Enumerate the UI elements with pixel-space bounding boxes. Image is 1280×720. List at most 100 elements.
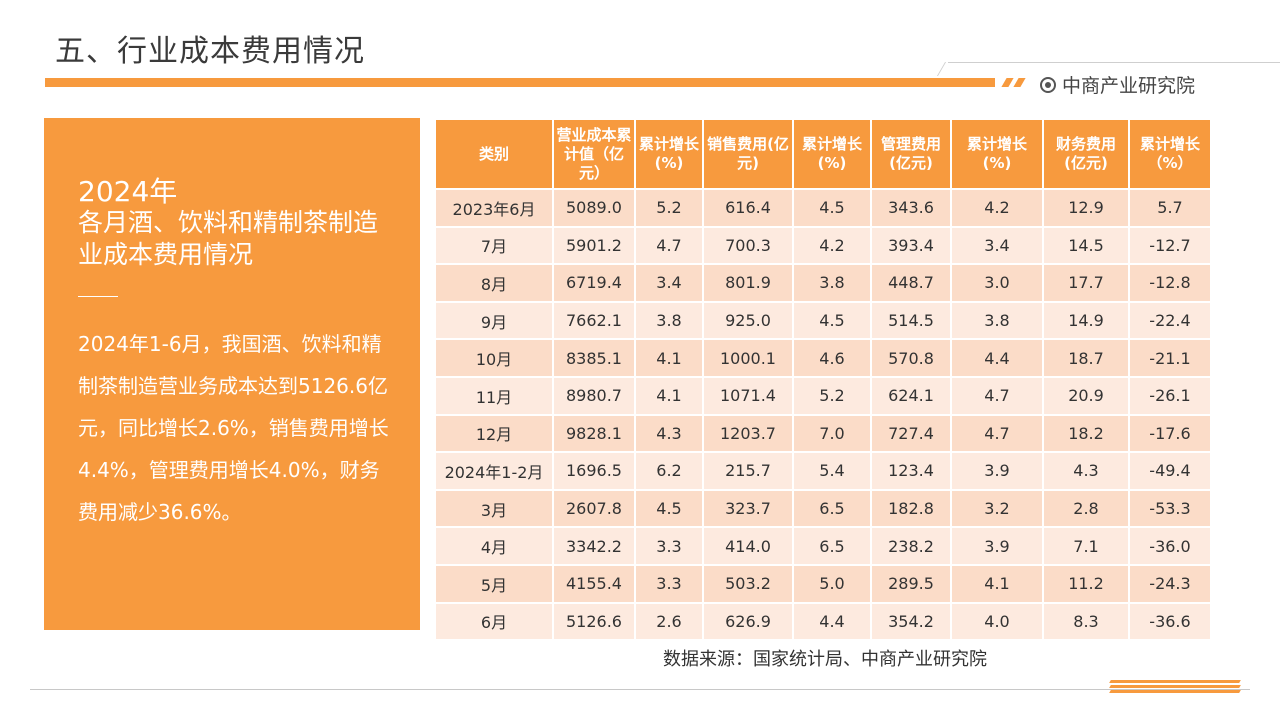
cell-operating-cost: 6719.4 — [554, 265, 634, 301]
table-row: 7月 5901.2 4.7 700.3 4.2 393.4 3.4 14.5 -12.7 — [436, 227, 1210, 264]
cell-finance-expense: 4.3 — [1044, 453, 1128, 489]
cell-category: 8月 — [436, 265, 552, 301]
cell-operating-cost: 5089.0 — [554, 190, 634, 226]
cell-finance-growth: -24.3 — [1130, 565, 1210, 602]
cell-admin-growth: 4.2 — [952, 190, 1042, 226]
data-source: 数据来源：国家统计局、中商产业研究院 — [663, 649, 987, 670]
cell-operating-cost: 5126.6 — [554, 603, 634, 640]
cell-category: 10月 — [436, 340, 552, 376]
cell-category: 3月 — [436, 490, 552, 527]
cell-cost-growth: 4.3 — [636, 415, 702, 452]
cell-operating-cost: 9828.1 — [554, 415, 634, 452]
cell-admin-expense: 182.8 — [872, 490, 950, 527]
cell-sales-expense: 700.3 — [704, 227, 792, 264]
cell-finance-growth: -21.1 — [1130, 340, 1210, 376]
cell-operating-cost: 5901.2 — [554, 227, 634, 264]
table-row: 2024年1-2月 1696.5 6.2 215.7 5.4 123.4 3.9 4.3 -49… — [436, 453, 1210, 489]
cell-sales-growth: 5.4 — [794, 453, 870, 489]
cell-sales-expense: 626.9 — [704, 603, 792, 640]
cell-admin-growth: 4.1 — [952, 565, 1042, 602]
cell-cost-growth: 4.1 — [636, 340, 702, 376]
cell-admin-growth: 4.7 — [952, 377, 1042, 414]
cell-operating-cost: 1696.5 — [554, 453, 634, 489]
panel-divider — [78, 296, 118, 297]
brand-name: 中商产业研究院 — [1062, 75, 1196, 97]
header-admin-expense: 管理费用(亿元) — [872, 120, 950, 188]
cell-cost-growth: 3.8 — [636, 302, 702, 339]
cell-cost-growth: 5.2 — [636, 190, 702, 226]
cell-finance-expense: 12.9 — [1044, 190, 1128, 226]
cell-operating-cost: 3342.2 — [554, 528, 634, 564]
cell-admin-expense: 514.5 — [872, 302, 950, 339]
cell-sales-expense: 1203.7 — [704, 415, 792, 452]
cell-cost-growth: 4.1 — [636, 377, 702, 414]
cell-finance-expense: 17.7 — [1044, 265, 1128, 301]
summary-panel: 2024年 各月酒、饮料和精制茶制造业成本费用情况 2024年1-6月，我国酒、… — [44, 118, 420, 630]
cell-cost-growth: 4.7 — [636, 227, 702, 264]
table-header-row: 类别 营业成本累计值（亿元） 累计增长(%) 销售费用(亿元) 累计增长(%) … — [436, 120, 1210, 188]
cost-table: 类别 营业成本累计值（亿元） 累计增长(%) 销售费用(亿元) 累计增长(%) … — [434, 118, 1212, 641]
cell-sales-expense: 616.4 — [704, 190, 792, 226]
cell-operating-cost: 2607.8 — [554, 490, 634, 527]
cell-finance-growth: -26.1 — [1130, 377, 1210, 414]
header-sales-growth: 累计增长(%) — [794, 120, 870, 188]
header-finance-expense: 财务费用(亿元) — [1044, 120, 1128, 188]
cell-sales-growth: 4.5 — [794, 190, 870, 226]
cell-admin-expense: 727.4 — [872, 415, 950, 452]
cell-finance-growth: 5.7 — [1130, 190, 1210, 226]
header-finance-growth: 累计增长（%） — [1130, 120, 1210, 188]
cell-finance-expense: 18.7 — [1044, 340, 1128, 376]
table-row: 11月 8980.7 4.1 1071.4 5.2 624.1 4.7 20.9 -26.1 — [436, 377, 1210, 414]
cell-finance-growth: -36.6 — [1130, 603, 1210, 640]
page-title: 五、行业成本费用情况 — [55, 34, 365, 69]
cell-category: 9月 — [436, 302, 552, 339]
table-row: 6月 5126.6 2.6 626.9 4.4 354.2 4.0 8.3 -36.6 — [436, 603, 1210, 640]
cell-finance-growth: -53.3 — [1130, 490, 1210, 527]
cell-operating-cost: 4155.4 — [554, 565, 634, 602]
cell-cost-growth: 6.2 — [636, 453, 702, 489]
cell-sales-expense: 414.0 — [704, 528, 792, 564]
cost-table-container: 类别 营业成本累计值（亿元） 累计增长(%) 销售费用(亿元) 累计增长(%) … — [434, 118, 1210, 641]
cell-category: 6月 — [436, 603, 552, 640]
footer-stripes — [1109, 680, 1241, 694]
cell-sales-expense: 215.7 — [704, 453, 792, 489]
cell-finance-expense: 8.3 — [1044, 603, 1128, 640]
cell-finance-growth: -12.7 — [1130, 227, 1210, 264]
cell-operating-cost: 8385.1 — [554, 340, 634, 376]
cell-admin-expense: 570.8 — [872, 340, 950, 376]
table-row: 3月 2607.8 4.5 323.7 6.5 182.8 3.2 2.8 -53.3 — [436, 490, 1210, 527]
cell-sales-growth: 4.2 — [794, 227, 870, 264]
cell-cost-growth: 3.3 — [636, 565, 702, 602]
cell-finance-expense: 14.9 — [1044, 302, 1128, 339]
header-sales-expense: 销售费用(亿元) — [704, 120, 792, 188]
cell-cost-growth: 2.6 — [636, 603, 702, 640]
cell-cost-growth: 3.3 — [636, 528, 702, 564]
cell-sales-expense: 1071.4 — [704, 377, 792, 414]
header-thin-divider — [948, 62, 1280, 63]
cell-sales-expense: 503.2 — [704, 565, 792, 602]
cell-sales-growth: 6.5 — [794, 528, 870, 564]
panel-summary: 2024年1-6月，我国酒、饮料和精制茶制造营业务成本达到5126.6亿元，同比… — [78, 332, 389, 524]
cell-operating-cost: 7662.1 — [554, 302, 634, 339]
cell-finance-growth: -17.6 — [1130, 415, 1210, 452]
panel-title: 各月酒、饮料和精制茶制造业成本费用情况 — [78, 208, 379, 269]
table-row: 2023年6月 5089.0 5.2 616.4 4.5 343.6 4.2 12.9 5.7 — [436, 190, 1210, 226]
cell-sales-growth: 7.0 — [794, 415, 870, 452]
cell-finance-expense: 7.1 — [1044, 528, 1128, 564]
cell-admin-growth: 4.7 — [952, 415, 1042, 452]
footer-divider — [30, 689, 1250, 690]
cell-admin-growth: 3.2 — [952, 490, 1042, 527]
cell-sales-expense: 1000.1 — [704, 340, 792, 376]
cell-admin-growth: 3.9 — [952, 528, 1042, 564]
header-operating-cost: 营业成本累计值（亿元） — [554, 120, 634, 188]
cell-cost-growth: 3.4 — [636, 265, 702, 301]
cell-admin-growth: 3.9 — [952, 453, 1042, 489]
cell-operating-cost: 8980.7 — [554, 377, 634, 414]
cell-finance-expense: 20.9 — [1044, 377, 1128, 414]
header-cost-growth: 累计增长(%) — [636, 120, 702, 188]
cell-admin-expense: 448.7 — [872, 265, 950, 301]
cell-finance-growth: -36.0 — [1130, 528, 1210, 564]
table-row: 10月 8385.1 4.1 1000.1 4.6 570.8 4.4 18.7 -21.1 — [436, 340, 1210, 376]
cell-admin-growth: 3.0 — [952, 265, 1042, 301]
cell-finance-growth: -12.8 — [1130, 265, 1210, 301]
